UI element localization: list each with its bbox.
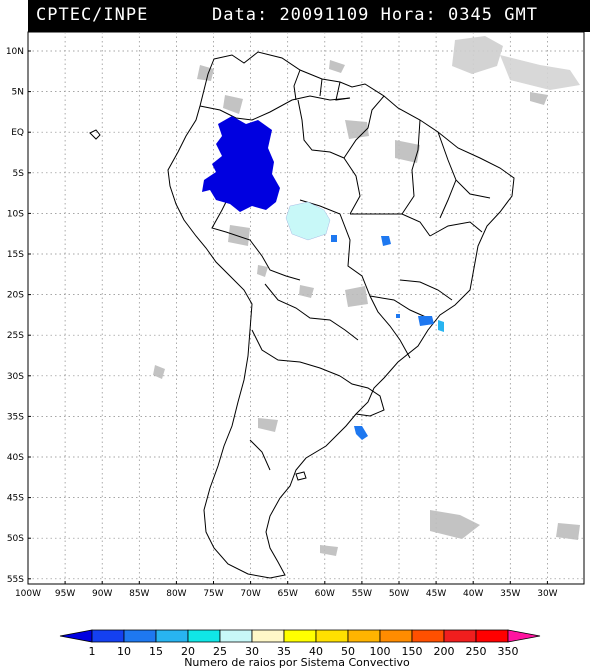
lat-label: 5S: [13, 169, 25, 179]
minas-cell: [381, 236, 391, 246]
lat-label: 50S: [7, 534, 24, 544]
legend-swatch: [507, 629, 541, 643]
legend-tick: 10: [117, 645, 131, 658]
lon-label: 40W: [463, 589, 483, 599]
lon-label: 30W: [537, 589, 557, 599]
legend-swatch: [347, 629, 381, 643]
lon-label: 50W: [389, 589, 409, 599]
lat-label: 45S: [7, 494, 24, 504]
legend-swatch: [187, 629, 221, 643]
lon-label: 70W: [240, 589, 260, 599]
tz-value: GMT: [504, 5, 538, 25]
legend-swatch: [251, 629, 285, 643]
lat-label: 40S: [7, 453, 24, 463]
lat-label: 55S: [7, 575, 24, 585]
lon-label: 95W: [55, 589, 75, 599]
longitude-labels: 100W 95W 90W 85W 80W 75W 70W 65W 60W 55W 50W 45W 40W…: [15, 581, 558, 599]
uruguay-coast-cell: [354, 426, 368, 440]
lat-label: 35S: [7, 412, 24, 422]
legend-swatch: [411, 629, 445, 643]
legend: 1 10 15 20 25 30 35 40 50 100 150 200 250 350: [59, 629, 541, 658]
legend-tick: 150: [402, 645, 423, 658]
legend-tick: 15: [149, 645, 163, 658]
legend-swatch: [155, 629, 189, 643]
title-bar: CPTEC/INPE Data: 20091109 Hora: 0345 GMT: [28, 0, 590, 32]
legend-swatch: [283, 629, 317, 643]
legend-tick: 250: [466, 645, 487, 658]
legend-tick: 200: [434, 645, 455, 658]
legend-swatch: [123, 629, 157, 643]
date-value: 20091109: [279, 5, 370, 25]
lon-label: 55W: [352, 589, 372, 599]
legend-swatch: [379, 629, 413, 643]
legend-swatch: [219, 629, 253, 643]
lat-label: 15S: [7, 250, 24, 260]
cloud-patches: [153, 36, 580, 556]
goias-cell: [331, 235, 337, 242]
lon-label: 75W: [203, 589, 223, 599]
central-brazil-cell: [285, 201, 331, 241]
legend-tick: 30: [245, 645, 259, 658]
sao-paulo-cell: [418, 316, 434, 326]
legend-swatch: [315, 629, 349, 643]
legend-tick: 1: [89, 645, 96, 658]
lat-label: 30S: [7, 372, 24, 382]
legend-tick: 100: [370, 645, 391, 658]
data-label: Data:: [212, 5, 269, 25]
datetime-label: Data: 20091109 Hora: 0345 GMT: [212, 5, 538, 25]
legend-swatch: [91, 629, 125, 643]
lat-label: 5N: [12, 88, 24, 98]
legend-tick: 50: [341, 645, 355, 658]
legend-tick: 25: [213, 645, 227, 658]
legend-swatch: [475, 629, 509, 643]
lat-label: 10N: [6, 47, 24, 57]
convective-systems: [202, 116, 444, 440]
legend-tick: 40: [309, 645, 323, 658]
legend-tick: 350: [498, 645, 519, 658]
lon-label: 90W: [92, 589, 112, 599]
rio-cell: [438, 320, 444, 332]
lat-label: 10S: [7, 209, 24, 219]
lon-label: 65W: [278, 589, 298, 599]
lat-label: 20S: [7, 291, 24, 301]
lat-label: EQ: [11, 128, 24, 138]
legend-tick: 35: [277, 645, 291, 658]
legend-tick: 20: [181, 645, 195, 658]
lon-label: 100W: [15, 589, 41, 599]
legend-title: Numero de raios por Sistema Convectivo: [184, 656, 410, 669]
source-label: CPTEC/INPE: [36, 5, 149, 25]
hora-label: Hora:: [380, 5, 437, 25]
western-amazon-cluster: [202, 116, 280, 212]
latitude-labels: 10N 5N EQ 5S 10S 15S 20S 25S 30S 35S 40S 45S 50S 55S: [6, 47, 31, 585]
graticule: [28, 32, 584, 584]
legend-swatch: [59, 629, 93, 643]
lon-label: 80W: [166, 589, 186, 599]
legend-swatch: [443, 629, 477, 643]
lon-label: 85W: [129, 589, 149, 599]
lat-label: 25S: [7, 331, 24, 341]
lon-label: 60W: [315, 589, 335, 599]
map-frame: [27, 31, 585, 585]
time-value: 0345: [448, 5, 493, 25]
lon-label: 45W: [426, 589, 446, 599]
lon-label: 35W: [500, 589, 520, 599]
